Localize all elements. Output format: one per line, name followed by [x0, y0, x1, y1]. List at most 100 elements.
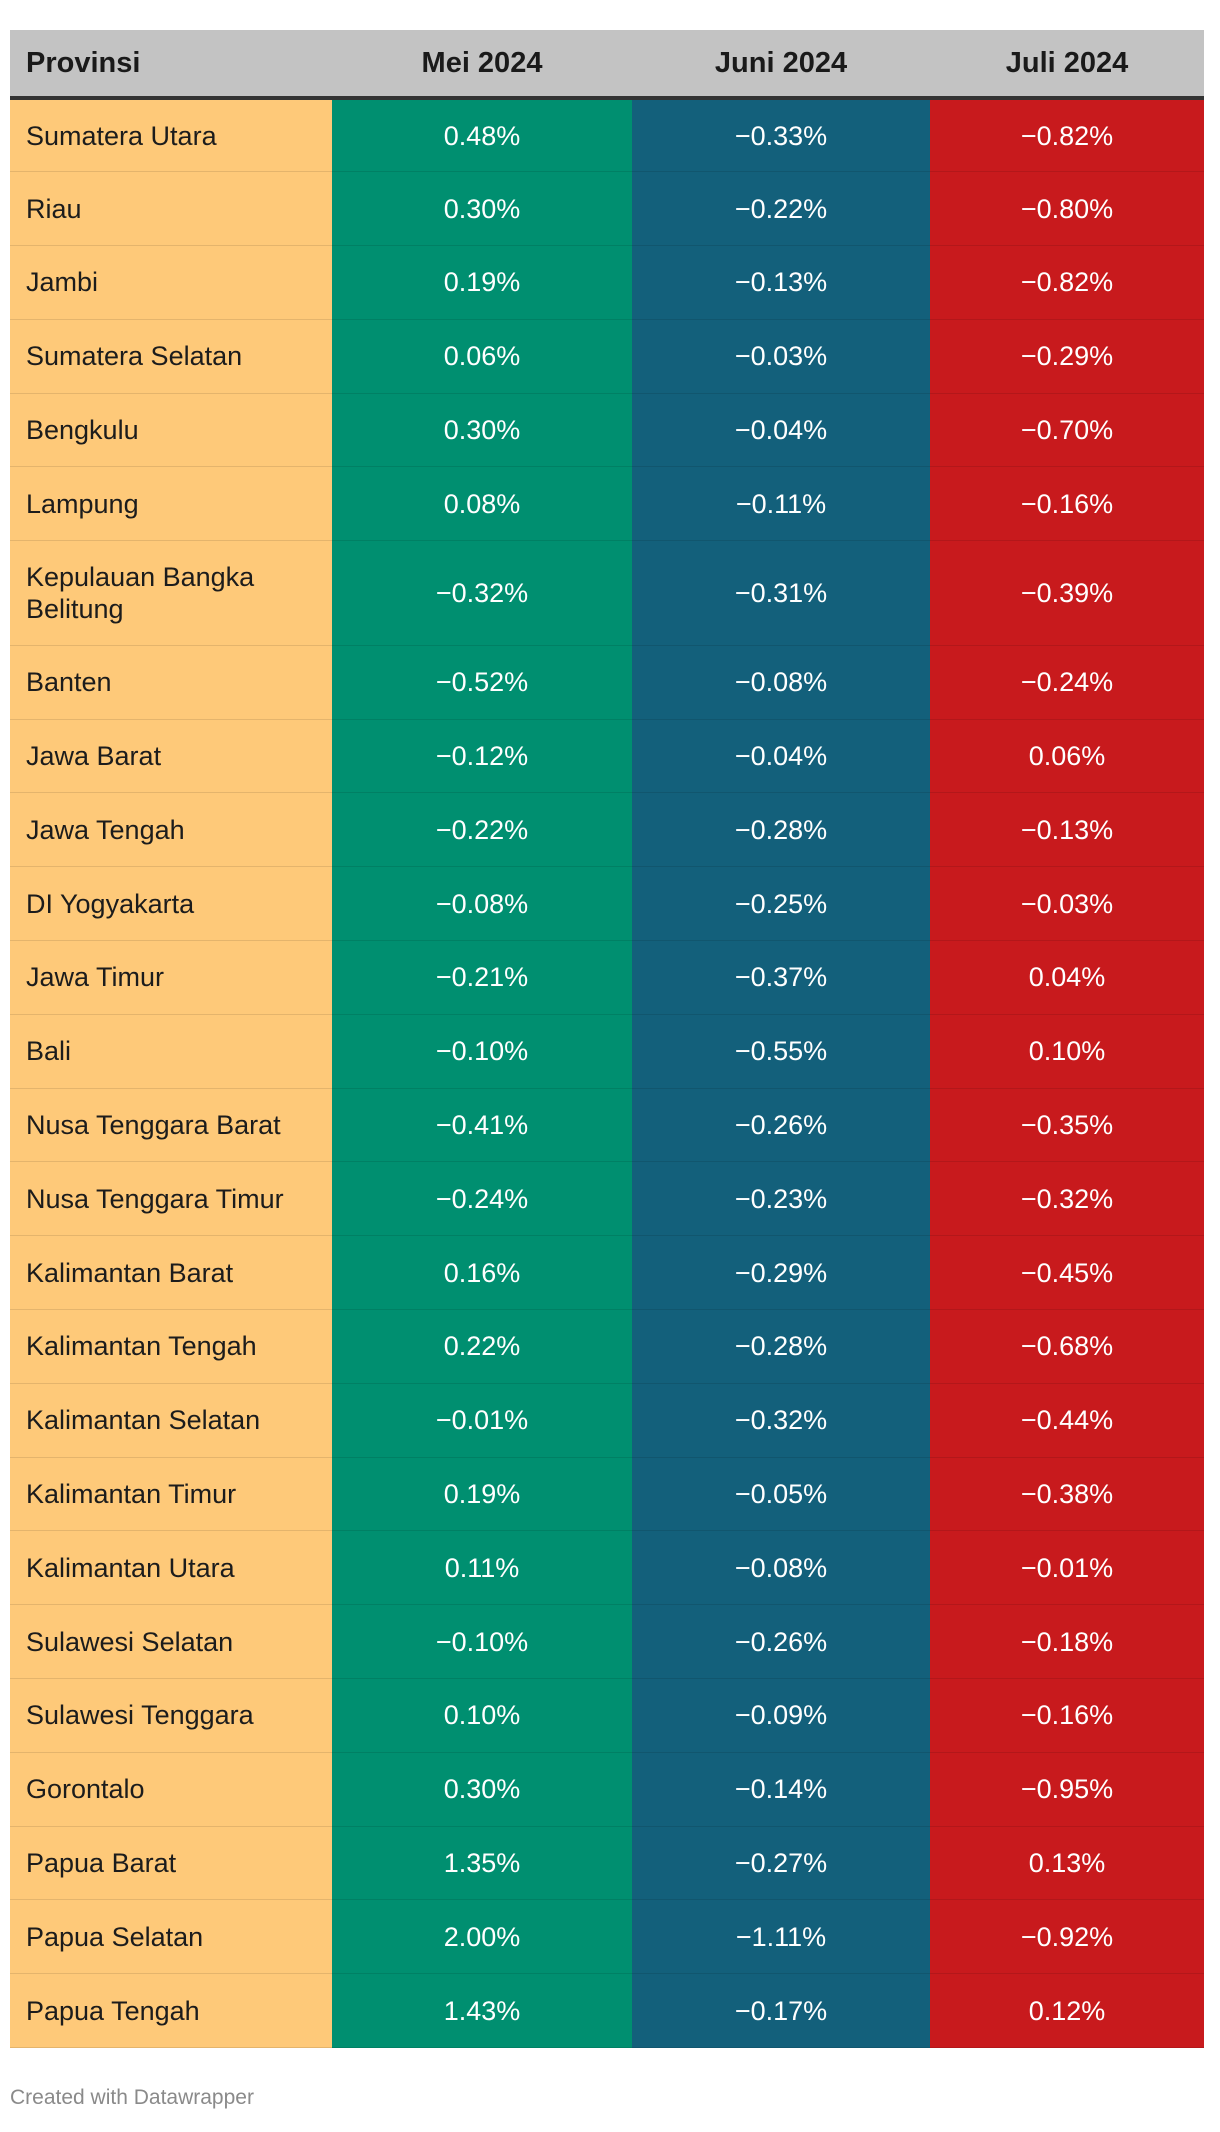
cell-juli-2024: 0.12%	[930, 1973, 1204, 2049]
table-row: Sulawesi Tenggara 0.10% −0.09% −0.16%	[10, 1678, 1204, 1753]
cell-juli-2024: −0.39%	[930, 540, 1204, 646]
table-row: Sulawesi Selatan −0.10% −0.26% −0.18%	[10, 1604, 1204, 1680]
cell-juni-2024: −1.11%	[632, 1899, 930, 1975]
cell-mei-2024: −0.22%	[332, 792, 632, 868]
cell-provinsi: Nusa Tenggara Timur	[10, 1161, 332, 1237]
cell-mei-2024: 1.35%	[332, 1826, 632, 1901]
cell-juli-2024: −0.68%	[930, 1309, 1204, 1384]
cell-mei-2024: −0.10%	[332, 1014, 632, 1089]
table-row: Sumatera Selatan 0.06% −0.03% −0.29%	[10, 319, 1204, 394]
cell-provinsi: Nusa Tenggara Barat	[10, 1088, 332, 1163]
cell-juli-2024: −0.32%	[930, 1161, 1204, 1237]
column-header-mei-2024[interactable]: Mei 2024	[332, 30, 632, 100]
table-row: Nusa Tenggara Barat −0.41% −0.26% −0.35%	[10, 1088, 1204, 1163]
column-header-provinsi[interactable]: Provinsi	[10, 30, 332, 100]
cell-mei-2024: 0.19%	[332, 1457, 632, 1532]
cell-juli-2024: 0.13%	[930, 1826, 1204, 1901]
cell-provinsi: Sulawesi Selatan	[10, 1604, 332, 1680]
cell-provinsi: Bali	[10, 1014, 332, 1089]
cell-juli-2024: −0.80%	[930, 171, 1204, 247]
cell-mei-2024: −0.21%	[332, 940, 632, 1015]
cell-juli-2024: −0.70%	[930, 393, 1204, 468]
cell-juni-2024: −0.23%	[632, 1161, 930, 1237]
cell-juli-2024: −0.82%	[930, 245, 1204, 320]
cell-mei-2024: 0.06%	[332, 319, 632, 394]
cell-mei-2024: −0.24%	[332, 1161, 632, 1237]
cell-juni-2024: −0.31%	[632, 540, 930, 646]
cell-juni-2024: −0.26%	[632, 1088, 930, 1163]
cell-juli-2024: −0.01%	[930, 1530, 1204, 1606]
cell-provinsi: Kalimantan Utara	[10, 1530, 332, 1606]
cell-mei-2024: 0.08%	[332, 466, 632, 542]
table-row: Bali −0.10% −0.55% 0.10%	[10, 1014, 1204, 1089]
table-row: Jawa Barat −0.12% −0.04% 0.06%	[10, 719, 1204, 794]
table-row: Papua Tengah 1.43% −0.17% 0.12%	[10, 1973, 1204, 2049]
cell-mei-2024: 0.19%	[332, 245, 632, 320]
cell-juni-2024: −0.37%	[632, 940, 930, 1015]
cell-juli-2024: 0.06%	[930, 719, 1204, 794]
cell-juli-2024: −0.44%	[930, 1383, 1204, 1458]
table-row: Lampung 0.08% −0.11% −0.16%	[10, 466, 1204, 542]
cell-juni-2024: −0.04%	[632, 393, 930, 468]
table-row: Riau 0.30% −0.22% −0.80%	[10, 171, 1204, 247]
cell-juni-2024: −0.25%	[632, 866, 930, 942]
cell-provinsi: Jawa Barat	[10, 719, 332, 794]
table-row: Kalimantan Selatan −0.01% −0.32% −0.44%	[10, 1383, 1204, 1458]
table-row: Papua Selatan 2.00% −1.11% −0.92%	[10, 1899, 1204, 1975]
cell-mei-2024: 0.10%	[332, 1678, 632, 1753]
cell-juni-2024: −0.11%	[632, 466, 930, 542]
cell-mei-2024: −0.08%	[332, 866, 632, 942]
cell-juni-2024: −0.22%	[632, 171, 930, 247]
table-row: Papua Barat 1.35% −0.27% 0.13%	[10, 1826, 1204, 1901]
cell-juni-2024: −0.13%	[632, 245, 930, 320]
cell-mei-2024: 0.48%	[332, 98, 632, 173]
table-row: Bengkulu 0.30% −0.04% −0.70%	[10, 393, 1204, 468]
cell-juni-2024: −0.28%	[632, 792, 930, 868]
cell-mei-2024: 0.30%	[332, 171, 632, 247]
cell-mei-2024: 2.00%	[332, 1899, 632, 1975]
cell-juni-2024: −0.26%	[632, 1604, 930, 1680]
table-row: DI Yogyakarta −0.08% −0.25% −0.03%	[10, 866, 1204, 942]
cell-provinsi: Lampung	[10, 466, 332, 542]
cell-provinsi: Kalimantan Selatan	[10, 1383, 332, 1458]
cell-mei-2024: −0.10%	[332, 1604, 632, 1680]
cell-juli-2024: −0.16%	[930, 1678, 1204, 1753]
table-row: Kalimantan Barat 0.16% −0.29% −0.45%	[10, 1235, 1204, 1311]
cell-juni-2024: −0.14%	[632, 1752, 930, 1827]
cell-provinsi: Kalimantan Timur	[10, 1457, 332, 1532]
cell-mei-2024: 1.43%	[332, 1973, 632, 2049]
cell-juli-2024: −0.24%	[930, 645, 1204, 720]
cell-juli-2024: −0.45%	[930, 1235, 1204, 1311]
cell-provinsi: Kalimantan Tengah	[10, 1309, 332, 1384]
cell-provinsi: Jawa Timur	[10, 940, 332, 1015]
data-table: Provinsi Mei 2024 Juni 2024 Juli 2024 Su…	[10, 30, 1204, 2049]
table-row: Nusa Tenggara Timur −0.24% −0.23% −0.32%	[10, 1161, 1204, 1237]
cell-provinsi: Jawa Tengah	[10, 792, 332, 868]
cell-juni-2024: −0.05%	[632, 1457, 930, 1532]
cell-juni-2024: −0.28%	[632, 1309, 930, 1384]
cell-juni-2024: −0.32%	[632, 1383, 930, 1458]
cell-provinsi: Papua Selatan	[10, 1899, 332, 1975]
cell-mei-2024: 0.22%	[332, 1309, 632, 1384]
cell-juni-2024: −0.29%	[632, 1235, 930, 1311]
cell-juni-2024: −0.17%	[632, 1973, 930, 2049]
cell-mei-2024: 0.30%	[332, 393, 632, 468]
cell-mei-2024: −0.52%	[332, 645, 632, 720]
table-row: Jambi 0.19% −0.13% −0.82%	[10, 245, 1204, 320]
cell-provinsi: Kalimantan Barat	[10, 1235, 332, 1311]
cell-juni-2024: −0.27%	[632, 1826, 930, 1901]
cell-provinsi: Banten	[10, 645, 332, 720]
table-row: Gorontalo 0.30% −0.14% −0.95%	[10, 1752, 1204, 1827]
cell-juli-2024: −0.38%	[930, 1457, 1204, 1532]
cell-mei-2024: −0.01%	[332, 1383, 632, 1458]
column-header-juli-2024[interactable]: Juli 2024	[930, 30, 1204, 100]
column-header-juni-2024[interactable]: Juni 2024	[632, 30, 930, 100]
cell-juli-2024: −0.35%	[930, 1088, 1204, 1163]
cell-provinsi: Sumatera Selatan	[10, 319, 332, 394]
cell-juli-2024: −0.18%	[930, 1604, 1204, 1680]
cell-provinsi: Papua Tengah	[10, 1973, 332, 2049]
table-row: Kalimantan Utara 0.11% −0.08% −0.01%	[10, 1530, 1204, 1606]
cell-provinsi: DI Yogyakarta	[10, 866, 332, 942]
data-table-container: Provinsi Mei 2024 Juni 2024 Juli 2024 Su…	[10, 30, 1204, 2049]
cell-mei-2024: 0.11%	[332, 1530, 632, 1606]
